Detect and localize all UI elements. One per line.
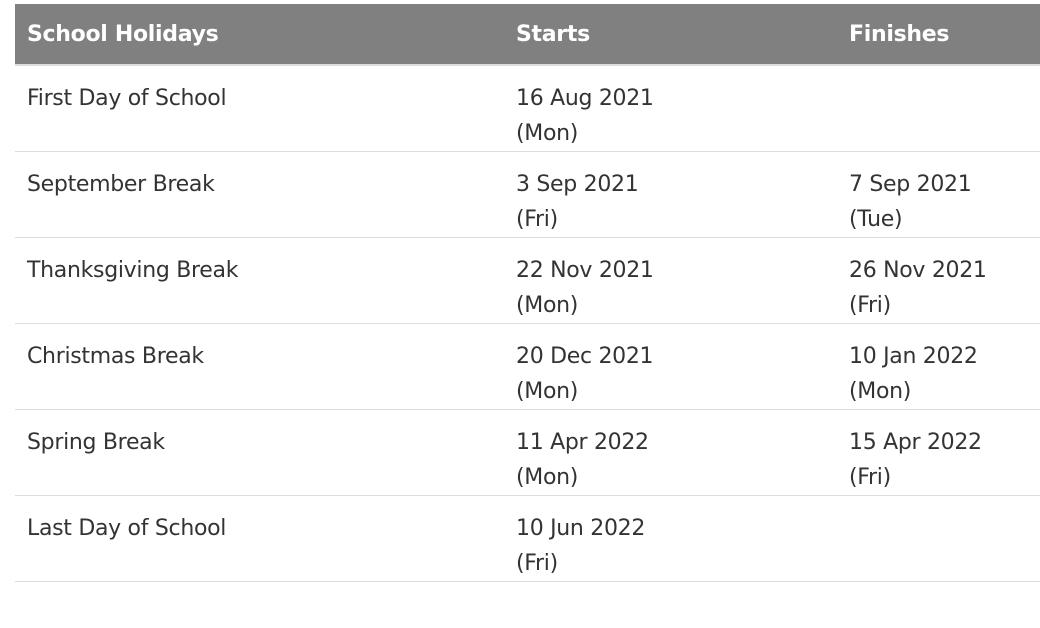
holiday-name: First Day of School xyxy=(15,65,504,152)
table-header-row: School Holidays Starts Finishes xyxy=(15,4,1040,66)
finish-cell: 15 Apr 2022 (Fri) xyxy=(837,409,1040,496)
end-day: (Tue) xyxy=(849,207,903,232)
start-date: 11 Apr 2022 xyxy=(516,430,649,455)
table-row: Christmas Break 20 Dec 2021 (Mon) 10 Jan … xyxy=(15,323,1040,410)
start-day: (Mon) xyxy=(516,121,579,146)
school-holidays-table: School Holidays Starts Finishes First Da… xyxy=(15,4,1040,582)
start-day: (Mon) xyxy=(516,293,579,318)
start-day: (Fri) xyxy=(516,551,558,576)
holiday-name: Christmas Break xyxy=(15,323,504,410)
start-cell: 11 Apr 2022 (Mon) xyxy=(504,409,837,496)
holiday-name: Thanksgiving Break xyxy=(15,237,504,324)
holiday-name-text: September Break xyxy=(27,172,215,197)
end-day: (Mon) xyxy=(849,379,912,404)
start-cell: 22 Nov 2021 (Mon) xyxy=(504,237,837,324)
start-cell: 20 Dec 2021 (Mon) xyxy=(504,323,837,410)
header-finishes: Finishes xyxy=(837,4,1040,66)
start-date: 20 Dec 2021 xyxy=(516,344,654,369)
holiday-name: Last Day of School xyxy=(15,495,504,582)
end-date: 7 Sep 2021 xyxy=(849,172,972,197)
end-day: (Fri) xyxy=(849,465,891,490)
table-row: First Day of School 16 Aug 2021 (Mon) xyxy=(15,65,1040,152)
start-day: (Mon) xyxy=(516,465,579,490)
holiday-name-text: Last Day of School xyxy=(27,516,227,541)
table-row: Thanksgiving Break 22 Nov 2021 (Mon) 26 N… xyxy=(15,237,1040,324)
table-row: Spring Break 11 Apr 2022 (Mon) 15 Apr 202… xyxy=(15,409,1040,496)
holiday-name: Spring Break xyxy=(15,409,504,496)
end-date: 15 Apr 2022 xyxy=(849,430,982,455)
start-cell: 10 Jun 2022 (Fri) xyxy=(504,495,837,582)
start-day: (Fri) xyxy=(516,207,558,232)
header-starts: Starts xyxy=(504,4,837,66)
start-date: 16 Aug 2021 xyxy=(516,86,654,111)
table-row: Last Day of School 10 Jun 2022 (Fri) xyxy=(15,495,1040,582)
holiday-name-text: Spring Break xyxy=(27,430,165,455)
finish-cell xyxy=(837,495,1040,582)
end-day: (Fri) xyxy=(849,293,891,318)
table-row: September Break 3 Sep 2021 (Fri) 7 Sep 20… xyxy=(15,151,1040,238)
start-date: 10 Jun 2022 xyxy=(516,516,646,541)
start-cell: 3 Sep 2021 (Fri) xyxy=(504,151,837,238)
holiday-name-text: Thanksgiving Break xyxy=(27,258,239,283)
start-date: 22 Nov 2021 xyxy=(516,258,654,283)
start-day: (Mon) xyxy=(516,379,579,404)
holiday-name: September Break xyxy=(15,151,504,238)
finish-cell: 7 Sep 2021 (Tue) xyxy=(837,151,1040,238)
end-date: 26 Nov 2021 xyxy=(849,258,987,283)
finish-cell: 26 Nov 2021 (Fri) xyxy=(837,237,1040,324)
holiday-name-text: First Day of School xyxy=(27,86,227,111)
finish-cell xyxy=(837,65,1040,152)
header-school-holidays: School Holidays xyxy=(15,4,504,66)
end-date: 10 Jan 2022 xyxy=(849,344,978,369)
start-cell: 16 Aug 2021 (Mon) xyxy=(504,65,837,152)
holiday-name-text: Christmas Break xyxy=(27,344,204,369)
start-date: 3 Sep 2021 xyxy=(516,172,639,197)
finish-cell: 10 Jan 2022 (Mon) xyxy=(837,323,1040,410)
